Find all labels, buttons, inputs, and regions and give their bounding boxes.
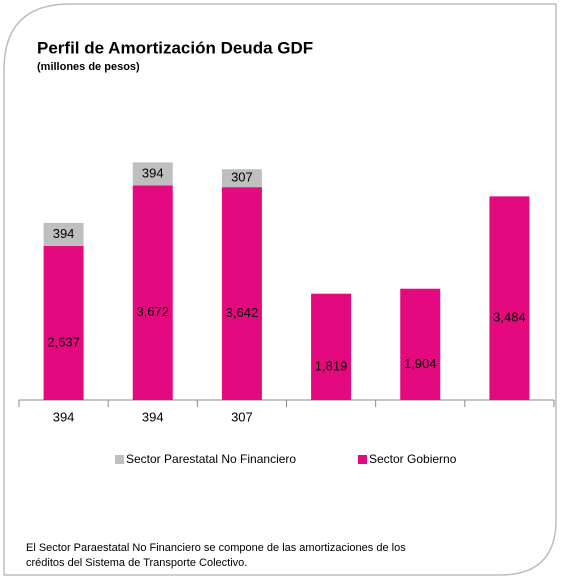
x-tick-label: 394 (53, 409, 75, 424)
data-label: 1,819 (315, 358, 348, 373)
bar-segment (43, 222, 84, 246)
legend-label: Sector Parestatal No Financiero (126, 452, 296, 466)
bar-segment (489, 196, 530, 400)
bar-segment (400, 288, 441, 400)
legend-swatch (358, 455, 367, 464)
bar-segment (43, 245, 84, 400)
bar-segment (221, 169, 262, 188)
chart-title: Perfil de Amortización Deuda GDF (37, 38, 313, 57)
data-label: 307 (231, 170, 253, 185)
x-tick-label: 394 (142, 409, 164, 424)
frame (3, 3, 557, 576)
data-label: 2,637 (47, 334, 80, 349)
data-label: 3,484 (493, 310, 526, 325)
bar-segment (311, 293, 352, 400)
footnote: créditos del Sistema de Transporte Colec… (26, 557, 247, 569)
chart-subtitle: (millones de pesos) (37, 61, 140, 73)
data-label: 1,904 (404, 356, 437, 371)
bar-segment (132, 185, 173, 400)
data-label: 3,672 (136, 304, 169, 319)
bar-segment (221, 187, 262, 400)
legend-swatch (115, 455, 124, 464)
data-label: 394 (142, 165, 164, 180)
data-label: 3,642 (226, 305, 259, 320)
x-tick-label: 307 (231, 409, 253, 424)
footnote: El Sector Paraestatal No Financiero se c… (26, 542, 406, 554)
bar-segment (132, 162, 173, 186)
data-label: 394 (53, 226, 75, 241)
legend-label: Sector Gobierno (369, 452, 457, 466)
